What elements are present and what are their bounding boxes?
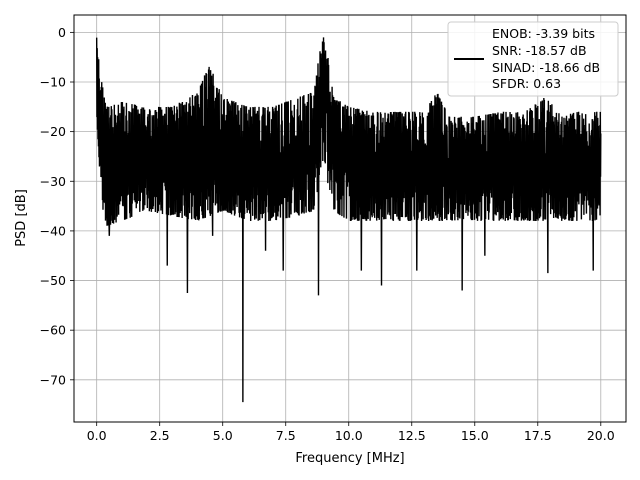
x-axis-label: Frequency [MHz] bbox=[295, 451, 404, 466]
legend-sfdr: SFDR: 0.63 bbox=[492, 76, 561, 91]
x-tick-label: 10.0 bbox=[335, 428, 363, 443]
x-tick-label: 17.5 bbox=[524, 428, 552, 443]
legend-enob: ENOB: -3.39 bits bbox=[492, 26, 595, 41]
y-axis-ticks: 0 −10 −20 −30 −40 −50 −60 −70 bbox=[40, 25, 74, 387]
legend-frame bbox=[447, 21, 619, 97]
x-tick-label: 7.5 bbox=[276, 428, 296, 443]
y-tick-label: −50 bbox=[40, 273, 66, 288]
x-tick-label: 12.5 bbox=[398, 428, 426, 443]
x-tick-label: 0.0 bbox=[87, 428, 107, 443]
y-tick-label: −30 bbox=[40, 174, 66, 189]
x-tick-label: 15.0 bbox=[461, 428, 489, 443]
x-tick-label: 5.0 bbox=[213, 428, 233, 443]
psd-series bbox=[95, 37, 602, 403]
x-tick-label: 20.0 bbox=[587, 428, 615, 443]
x-tick-label: 2.5 bbox=[150, 428, 170, 443]
legend: ENOB: -3.39 bits SNR: -18.57 dB SINAD: -… bbox=[447, 21, 619, 97]
y-tick-label: −70 bbox=[40, 372, 66, 387]
legend-snr: SNR: -18.57 dB bbox=[492, 43, 587, 58]
y-tick-label: −10 bbox=[40, 75, 66, 90]
y-tick-label: −60 bbox=[40, 323, 66, 338]
y-tick-label: −40 bbox=[40, 223, 66, 238]
psd-trace bbox=[95, 37, 602, 403]
y-tick-label: −20 bbox=[40, 124, 66, 139]
legend-sinad: SINAD: -18.66 dB bbox=[492, 60, 600, 75]
x-axis-ticks: 0.0 2.5 5.0 7.5 10.0 12.5 15.0 17.5 20.0 bbox=[87, 422, 615, 443]
y-axis-label: PSD [dB] bbox=[14, 189, 29, 247]
y-tick-label: 0 bbox=[58, 25, 66, 40]
plot-frame bbox=[73, 14, 627, 423]
